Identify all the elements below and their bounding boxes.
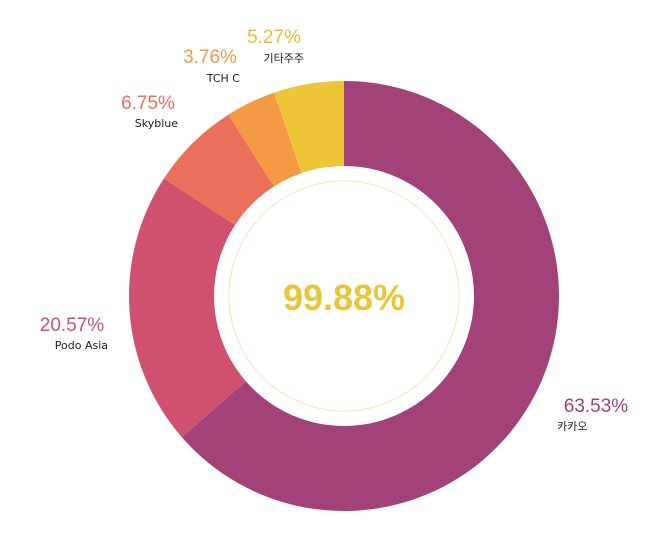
slice-name-label-1: 카카오 <box>557 420 587 433</box>
slice-name-label-4: TCH C <box>206 72 241 85</box>
slice-3 <box>163 114 275 225</box>
slice-name-label-2: Podo Asia <box>55 339 108 352</box>
center-total-value: 99.88% <box>283 277 405 318</box>
slice-name-label-5: 기타주주 <box>264 52 304 65</box>
slice-1 <box>181 81 560 511</box>
slice-4 <box>228 92 302 187</box>
slice-name-label-3: Skyblue <box>135 117 178 130</box>
slices-group <box>129 81 560 511</box>
slice-2 <box>129 178 246 438</box>
labels-group: 63.53% 카카오 20.57% Podo Asia 6.75% Skyblue 3.76… <box>40 27 629 433</box>
slice-value-label-5: 5.27% <box>247 27 301 48</box>
slice-value-label-2: 20.57% <box>40 315 105 336</box>
slice-value-label-3: 6.75% <box>121 93 175 114</box>
slice-value-label-4: 3.76% <box>183 47 237 68</box>
slice-5 <box>274 81 344 174</box>
slice-value-label-1: 63.53% <box>564 396 629 417</box>
inner-ring-outline <box>228 180 460 412</box>
